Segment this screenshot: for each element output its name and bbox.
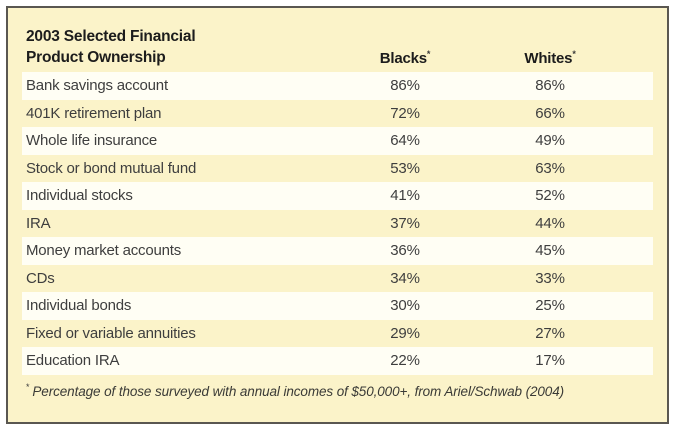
- product-label: Individual bonds: [26, 297, 132, 315]
- footnote-marker-whites: *: [572, 49, 576, 59]
- blacks-value: 53%: [390, 159, 420, 177]
- table-row: Stock or bond mutual fund 53% 63%: [22, 155, 653, 183]
- table-row: CDs 34% 33%: [22, 265, 653, 293]
- column-header-whites-label: Whites: [524, 50, 573, 67]
- table-footnote: * Percentage of those surveyed with annua…: [22, 382, 653, 399]
- table-title-line1: 2003 Selected Financial: [26, 28, 196, 45]
- column-header-whites: Whites*: [475, 50, 625, 68]
- footnote-text: Percentage of those surveyed with annual…: [32, 383, 564, 399]
- whites-value: 52%: [535, 187, 565, 205]
- table-body: Bank savings account 86% 86% 401K retire…: [22, 72, 653, 375]
- blacks-value: 29%: [390, 324, 420, 342]
- product-label: 401K retirement plan: [26, 104, 162, 122]
- product-label: IRA: [26, 214, 51, 232]
- product-label: Bank savings account: [26, 77, 168, 95]
- whites-value: 45%: [535, 242, 565, 260]
- table-row: Bank savings account 86% 86%: [22, 72, 653, 100]
- whites-value: 27%: [535, 324, 565, 342]
- blacks-value: 72%: [390, 104, 420, 122]
- blacks-value: 34%: [390, 269, 420, 287]
- table-title-line2: Product Ownership: [26, 49, 166, 66]
- whites-value: 33%: [535, 269, 565, 287]
- financial-ownership-table-panel: 2003 Selected Financial Product Ownershi…: [6, 6, 669, 424]
- blacks-value: 22%: [390, 352, 420, 370]
- product-label: Whole life insurance: [26, 132, 158, 150]
- product-label: CDs: [26, 269, 55, 287]
- product-label: Education IRA: [26, 352, 120, 370]
- product-label: Money market accounts: [26, 242, 182, 260]
- table-row: Money market accounts 36% 45%: [22, 237, 653, 265]
- product-label: Fixed or variable annuities: [26, 324, 196, 342]
- whites-value: 17%: [535, 352, 565, 370]
- footnote-marker: *: [26, 382, 30, 392]
- table-row: Education IRA 22% 17%: [22, 347, 653, 375]
- table-row: IRA 37% 44%: [22, 210, 653, 238]
- table-row: Individual stocks 41% 52%: [22, 182, 653, 210]
- column-header-blacks-label: Blacks: [379, 50, 427, 67]
- column-header-blacks: Blacks*: [335, 50, 475, 68]
- whites-value: 49%: [535, 132, 565, 150]
- footnote-marker-blacks: *: [426, 49, 431, 59]
- whites-value: 25%: [535, 297, 565, 315]
- blacks-value: 36%: [390, 242, 420, 260]
- blacks-value: 30%: [390, 297, 420, 315]
- whites-value: 44%: [535, 214, 565, 232]
- whites-value: 63%: [535, 159, 565, 177]
- table-row: Fixed or variable annuities 29% 27%: [22, 320, 653, 348]
- table-row: 401K retirement plan 72% 66%: [22, 100, 653, 128]
- table-header: 2003 Selected Financial Product Ownershi…: [22, 8, 653, 72]
- product-label: Stock or bond mutual fund: [26, 159, 197, 177]
- product-label: Individual stocks: [26, 187, 133, 205]
- blacks-value: 86%: [390, 77, 420, 95]
- whites-value: 66%: [535, 104, 565, 122]
- whites-value: 86%: [535, 77, 565, 95]
- table-title: 2003 Selected Financial Product Ownershi…: [26, 26, 335, 68]
- table-row: Whole life insurance 64% 49%: [22, 127, 653, 155]
- table-row: Individual bonds 30% 25%: [22, 292, 653, 320]
- blacks-value: 64%: [390, 132, 420, 150]
- blacks-value: 37%: [390, 214, 420, 232]
- blacks-value: 41%: [390, 187, 420, 205]
